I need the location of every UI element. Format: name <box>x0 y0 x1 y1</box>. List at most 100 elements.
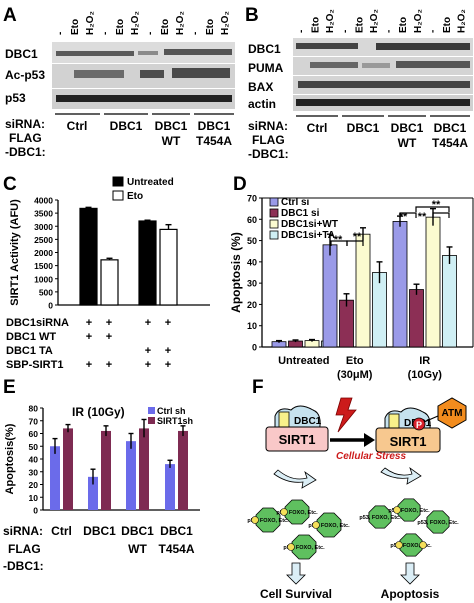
y-tick-label: 40 <box>247 257 257 267</box>
condition-sign: + <box>86 317 92 329</box>
group-label: DBC1 <box>391 121 424 135</box>
lane-mark: - <box>190 32 201 35</box>
group-label: DBC1 <box>198 119 231 133</box>
band <box>296 99 470 106</box>
lightning-icon <box>335 397 357 433</box>
condition-sign: + <box>106 331 112 343</box>
legend-label: Ctrl si <box>281 197 310 208</box>
y-tick-label: 0 <box>48 301 53 311</box>
legend-swatch <box>269 230 279 240</box>
atm-label: ATM <box>442 408 463 419</box>
legend-label: DBC1si+TA <box>281 230 335 241</box>
p53-node-label: p53, FOXO, Etc. <box>417 520 459 526</box>
group-label: T454A <box>432 136 468 150</box>
band <box>140 70 164 78</box>
p53-node <box>426 510 450 534</box>
bar-untreated <box>79 207 98 306</box>
significance-bracket <box>432 212 450 218</box>
legend-swatch <box>269 219 279 229</box>
y-tick-label: 20 <box>247 300 257 310</box>
y-tick-label: 2000 <box>34 248 53 258</box>
panel-a-blot-p53 <box>52 89 235 109</box>
y-tick-label: 60 <box>29 429 39 439</box>
row-label-flag: FLAG <box>8 542 41 556</box>
panel-a-blot-acp53 <box>52 64 235 88</box>
y-tick-label: 3000 <box>34 222 53 232</box>
legend-swatch <box>148 417 155 424</box>
y-tick-label: 20 <box>29 480 39 490</box>
group-label: WT <box>162 134 181 148</box>
outcome-arrow-left <box>286 562 306 585</box>
main-arrow-head <box>364 433 375 447</box>
y-tick-label: 30 <box>29 467 39 477</box>
legend-swatch <box>269 208 279 218</box>
band <box>138 51 158 55</box>
band <box>172 68 230 78</box>
lane-mark: H₂O₂ <box>457 9 468 33</box>
row-label-dbc1: -DBC1: <box>248 147 289 161</box>
band <box>164 49 232 55</box>
sirt1-left-label: SIRT1 <box>279 432 316 447</box>
y-tick-label: 3500 <box>34 209 53 219</box>
p53-node <box>368 505 392 529</box>
panel-a-blot-dbc1 <box>52 42 235 63</box>
p53-node-label: p53, FOXO, Etc. <box>283 545 325 551</box>
lane-mark: - <box>427 30 438 33</box>
band <box>376 43 470 50</box>
condition-sign: + <box>165 359 171 371</box>
band <box>56 51 134 56</box>
lane-mark: - <box>296 30 307 33</box>
acetyl-marker <box>251 516 259 524</box>
acetyl-marker <box>287 543 295 551</box>
bar-ctrl-sh <box>88 476 98 510</box>
condition-sign: + <box>145 359 151 371</box>
band-label-dbc1: DBC1 <box>248 42 281 56</box>
apoptosis-label: Apoptosis <box>381 587 440 601</box>
panel-f-letter: F <box>252 377 264 398</box>
panel-e-letter: E <box>3 377 16 398</box>
bar-dbc1-si <box>339 299 354 348</box>
lane-mark: - <box>55 32 66 35</box>
group-label: DBC1 <box>434 121 467 135</box>
row-label-flag: FLAG <box>9 131 42 145</box>
group-label: DBC1 <box>347 121 380 135</box>
panel-b-blot-actin <box>293 95 473 111</box>
significance-bracket <box>399 212 417 218</box>
panel-b-blot-dbc1 <box>293 38 473 56</box>
p53-node <box>284 499 310 525</box>
p53-node <box>255 507 281 533</box>
p53-node <box>316 512 342 538</box>
significance-bracket <box>415 206 450 212</box>
band-label-acp53: Ac-p53 <box>5 68 45 82</box>
p53-node <box>397 498 421 522</box>
x-category-label: Untreated <box>278 355 329 367</box>
condition-sign: + <box>165 345 171 357</box>
bar-ctrl-sh <box>50 446 60 510</box>
band <box>362 63 390 68</box>
phospho-label: P <box>416 420 422 430</box>
row-label-dbc1: -DBC1: <box>3 559 44 573</box>
y-axis-label: Apoptosis(%) <box>4 423 16 494</box>
band <box>74 70 124 78</box>
x-category-label: Eto <box>346 355 364 367</box>
bar-ctrl-si <box>322 244 338 348</box>
panel-a-letter: A <box>3 5 17 26</box>
outcome-arrow-right <box>400 562 420 585</box>
acetyl-marker <box>312 521 320 529</box>
p53-node-label: p53, FOXO, Etc. <box>276 510 318 516</box>
lane-mark: H₂O₂ <box>325 9 336 33</box>
panel-e-apoptosis-chart: 0 10 20 30 40 50 60 70 80 Apoptosis(%) IR (10Gy) Ct… <box>3 404 200 573</box>
band <box>310 62 358 68</box>
lane-mark: Eto <box>160 19 171 35</box>
bar-ctrl-sh <box>165 464 175 510</box>
lane-mark: - <box>145 32 156 35</box>
bar-dbc1si-wt <box>425 216 441 348</box>
panel-d-letter: D <box>233 174 247 195</box>
phospho-marker <box>412 417 426 431</box>
lane-mark: H₂O₂ <box>130 11 141 35</box>
legend-label: Untreated <box>127 177 174 188</box>
y-tick-label: 1000 <box>34 274 53 284</box>
y-tick-label: 80 <box>29 404 39 414</box>
band-label-dbc1: DBC1 <box>5 47 38 61</box>
